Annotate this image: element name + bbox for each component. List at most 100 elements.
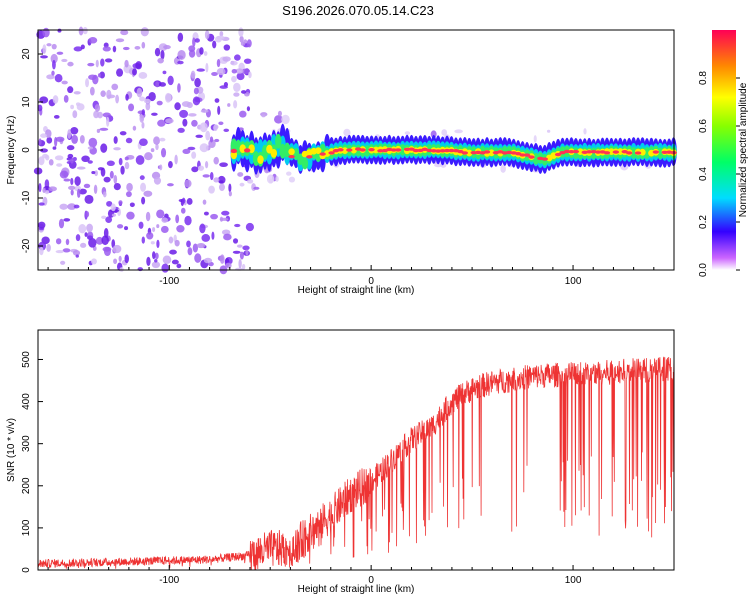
spectrogram-blob — [84, 232, 88, 237]
spectrogram-blob — [119, 131, 127, 136]
spectrogram-blob — [160, 225, 169, 234]
spectrogram-blob — [454, 129, 463, 134]
snr-x-tick-label: 0 — [368, 575, 374, 586]
spectrogram-blob — [89, 86, 95, 96]
spectrogram-blob — [164, 92, 172, 103]
spectrogram-blob — [156, 239, 160, 249]
spectrogram-blob — [177, 60, 184, 65]
spectrogram-blob — [139, 175, 145, 180]
spectrogram-blob — [46, 74, 55, 80]
spectrogram-blob — [188, 45, 196, 52]
spectrogram-blob — [70, 158, 74, 164]
spectrogram-blob — [181, 101, 191, 107]
spectrogram-blob — [87, 146, 94, 150]
spectrogram-blob — [141, 196, 146, 205]
spectrogram-blob — [46, 136, 53, 144]
spectrogram-blob — [95, 59, 99, 68]
spectrogram-blob — [48, 186, 57, 192]
spectrogram-blob — [188, 113, 197, 117]
spectrogram-blob — [118, 157, 123, 166]
spectrogram-blob — [152, 227, 156, 232]
spectrogram-blob — [193, 87, 199, 95]
spectrogram-x-tick-label: 100 — [565, 276, 582, 287]
spectrogram-blob — [138, 72, 148, 79]
spectrogram-blob — [197, 165, 205, 171]
spectrogram-blob — [83, 183, 91, 189]
spectrogram-blob — [248, 71, 252, 79]
spectrogram-blob — [103, 228, 109, 238]
spectrogram-blob — [146, 256, 151, 266]
spectrogram-blob — [167, 183, 174, 187]
spectrogram-blob — [225, 262, 232, 269]
spectrogram-blob — [174, 239, 180, 247]
spectrogram-blob — [72, 157, 77, 161]
spectrogram-blob — [286, 171, 292, 176]
spectrogram-blob — [46, 243, 51, 252]
spectrogram-blob — [140, 182, 147, 192]
spectrogram-blob — [216, 68, 226, 76]
spectrogram-blob — [99, 127, 109, 131]
spectrogram-blob — [242, 245, 250, 251]
spectrogram-blob — [136, 87, 143, 98]
spectrogram-blob — [124, 59, 129, 68]
spectrogram-blob — [228, 183, 232, 193]
spectrogram-blob — [219, 216, 224, 222]
spectrogram-blob — [268, 178, 274, 183]
spectrogram-blob — [343, 128, 351, 137]
spectrogram-ridge-segment — [230, 148, 238, 154]
spectrogram-blob — [235, 68, 244, 74]
spectrogram-ridge-segment — [528, 155, 535, 159]
spectrogram-blob — [40, 148, 48, 153]
colorbar-label: Normalized spectral amplitude — [738, 82, 749, 217]
spectrogram-blobs — [33, 26, 673, 275]
spectrogram-blob — [86, 223, 93, 233]
spectrogram-blob — [140, 27, 149, 37]
spectrogram-blob — [430, 130, 437, 139]
spectrogram-blob — [70, 104, 74, 110]
spectrogram-blob — [143, 98, 151, 104]
spectrogram-blob — [163, 45, 171, 50]
spectrogram-blob — [203, 51, 208, 56]
spectrogram-blob — [73, 91, 81, 95]
spectrogram-blob — [52, 146, 57, 150]
colorbar-tick-label: 0.8 — [698, 71, 709, 85]
spectrogram-blob — [275, 175, 279, 182]
spectrogram-blob — [192, 96, 201, 106]
spectrogram-blob — [44, 189, 50, 195]
spectrogram-blob — [87, 62, 95, 67]
spectrogram-blob — [199, 223, 206, 234]
spectrogram-blob — [239, 35, 244, 43]
spectrogram-blob — [199, 122, 208, 133]
spectrogram-blob — [86, 235, 94, 240]
spectrogram-blob — [67, 86, 74, 94]
spectrogram-blob — [75, 234, 81, 242]
spectrogram-blob — [174, 154, 178, 165]
spectrogram-blob — [141, 109, 145, 116]
spectrogram-blob — [191, 151, 197, 159]
spectrogram-blob — [61, 80, 68, 85]
spectrogram-blob — [102, 191, 107, 198]
snr-y-tick-label: 200 — [21, 477, 32, 494]
spectrogram-blob — [124, 254, 129, 264]
spectrogram-blob — [441, 129, 448, 136]
spectrogram-blob — [75, 254, 79, 258]
spectrogram-blob — [120, 29, 129, 36]
spectrogram-blob — [232, 250, 241, 254]
spectrogram-ridge-segment — [390, 148, 397, 152]
spectrogram-blob — [91, 258, 97, 265]
spectrogram-blob — [85, 78, 90, 88]
spectrogram-blob — [63, 94, 69, 103]
spectrogram-blob — [81, 155, 90, 163]
spectrogram-ridge-segment — [301, 157, 309, 170]
spectrogram-blob — [113, 174, 118, 184]
spectrogram-blob — [156, 224, 160, 229]
spectrogram-blob — [143, 190, 153, 197]
spectrogram-x-label: Height of straight line (km) — [298, 285, 415, 296]
spectrogram-blob — [191, 119, 198, 127]
spectrogram-blob — [62, 248, 71, 253]
snr-y-label: SNR (10 * v/v) — [6, 418, 17, 482]
spectrogram-blob — [120, 165, 125, 175]
spectrogram-blob — [100, 143, 108, 153]
spectrogram-blob — [135, 61, 143, 70]
spectrogram-blob — [38, 138, 42, 146]
